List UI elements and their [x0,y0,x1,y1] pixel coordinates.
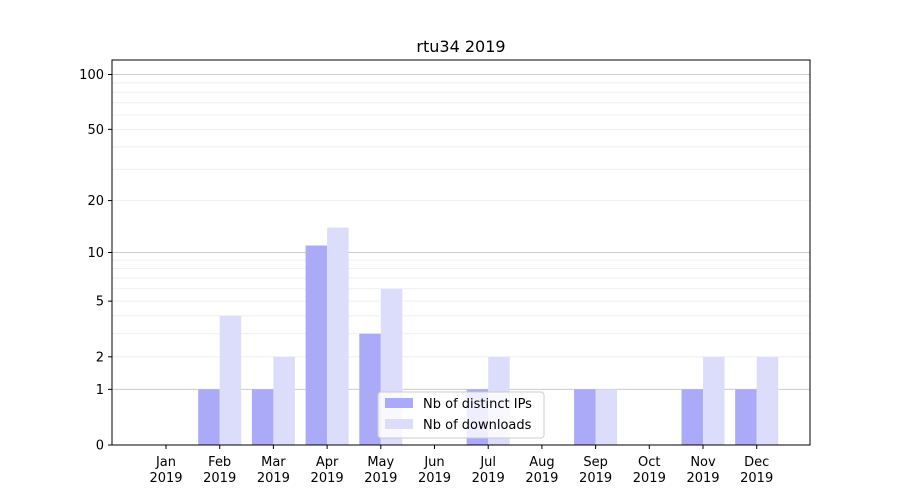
y-tick-label: 0 [96,439,104,454]
legend-swatch-distinct-ips [385,398,413,408]
legend: Nb of distinct IPs Nb of downloads [377,391,545,439]
x-tick-label: May 2019 [364,455,397,486]
bar-downloads [595,389,618,445]
x-tick-label: Oct 2019 [633,455,666,486]
legend-label-distinct-ips: Nb of distinct IPs [423,397,532,412]
bar-downloads [756,356,779,445]
chart-title: rtu34 2019 [416,37,505,56]
x-tick-label: Aug 2019 [525,455,558,486]
y-tick-label: 5 [96,295,104,310]
bar-distinct-ips [359,333,381,445]
bar-distinct-ips [574,389,596,445]
x-tick-label: Dec 2019 [740,455,773,486]
y-tick-label: 10 [87,246,104,261]
y-tick-label: 50 [87,123,104,138]
x-tick-label: Jan 2019 [149,455,182,486]
x-tick-label: Jun 2019 [418,455,451,486]
bar-downloads [327,227,349,445]
bar-distinct-ips [305,245,328,445]
bar-downloads [273,356,295,445]
x-axis: Jan 2019 Feb 2019 Mar 2019 Apr 2019 May 2019 Jun 20… [149,445,773,486]
bar-distinct-ips [681,389,703,445]
bar-distinct-ips [251,389,274,445]
x-tick-label: Sep 2019 [579,455,612,486]
bars-layer [198,227,779,445]
bar-downloads [219,315,242,445]
legend-swatch-downloads [385,419,413,429]
bar-distinct-ips [735,389,757,445]
y-tick-label: 1 [96,383,104,398]
x-tick-label: Feb 2019 [203,455,236,486]
y-tick-label: 100 [79,68,104,83]
y-tick-label: 2 [96,350,104,365]
x-tick-label: Nov 2019 [686,455,719,486]
y-axis: 0 1 2 5 10 20 50 100 [79,68,112,454]
x-tick-label: Jul 2019 [472,455,505,486]
x-tick-label: Apr 2019 [311,455,344,486]
legend-box [377,391,545,439]
bar-distinct-ips [198,389,220,445]
y-tick-label: 20 [87,194,104,209]
x-tick-label: Mar 2019 [257,455,290,486]
bar-downloads [703,356,725,445]
legend-label-downloads: Nb of downloads [423,418,532,433]
